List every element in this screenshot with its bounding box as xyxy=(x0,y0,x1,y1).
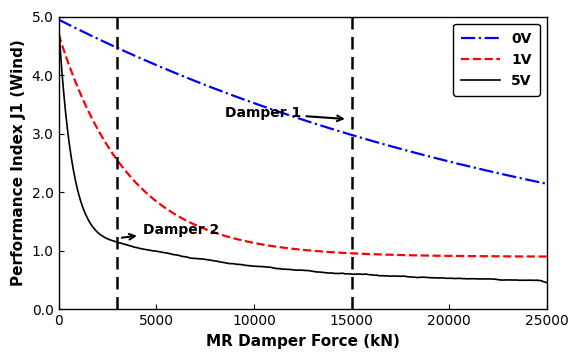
5V xyxy=(111,239,118,243)
1V xyxy=(534,255,541,259)
1V xyxy=(263,243,270,247)
Line: 5V: 5V xyxy=(59,23,547,283)
1V xyxy=(242,239,249,243)
0V xyxy=(534,180,541,184)
Line: 0V: 0V xyxy=(59,19,547,184)
Line: 1V: 1V xyxy=(59,34,547,257)
5V xyxy=(481,277,488,281)
0V xyxy=(481,168,488,172)
5V xyxy=(242,263,249,267)
1V xyxy=(111,154,118,158)
Text: Damper 2: Damper 2 xyxy=(122,224,219,239)
X-axis label: MR Damper Force (kN): MR Damper Force (kN) xyxy=(206,334,400,349)
0V xyxy=(55,17,62,22)
1V xyxy=(55,32,62,36)
5V xyxy=(543,280,550,285)
5V xyxy=(534,278,541,282)
1V xyxy=(543,255,550,259)
0V xyxy=(111,44,118,49)
5V xyxy=(140,247,147,251)
Legend: 0V, 1V, 5V: 0V, 1V, 5V xyxy=(453,23,540,96)
5V xyxy=(263,265,270,269)
Text: Damper 1: Damper 1 xyxy=(224,106,343,121)
0V xyxy=(543,182,550,186)
1V xyxy=(140,188,147,192)
0V xyxy=(263,105,270,110)
Y-axis label: Performance Index J1 (Wind): Performance Index J1 (Wind) xyxy=(11,40,26,287)
0V xyxy=(140,57,147,62)
1V xyxy=(481,254,488,258)
5V xyxy=(55,21,62,25)
0V xyxy=(242,98,249,102)
